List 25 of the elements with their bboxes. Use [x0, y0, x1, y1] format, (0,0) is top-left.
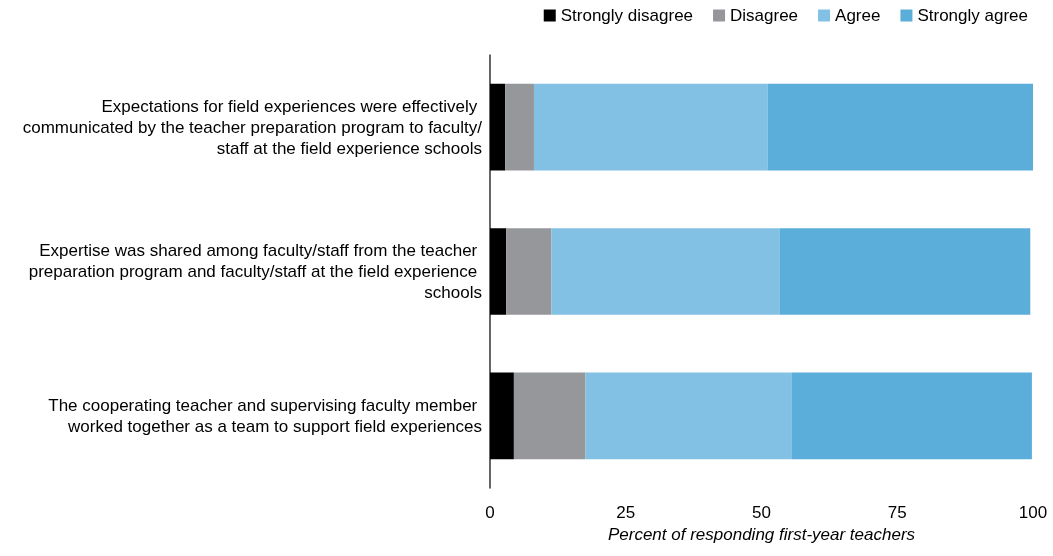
legend-label: Strongly agree: [917, 6, 1029, 25]
bar: [767, 83, 1033, 171]
x-axis-title: Percent of responding first-year teachers: [607, 524, 916, 544]
x-tick-label: 50: [752, 503, 771, 522]
bar: [490, 83, 506, 171]
y-tick-label: Expectations for field experiences were effectively communicated by the teacher preparation program to faculty/staff at the field experience schools: [22, 96, 483, 158]
bar: [791, 372, 1032, 460]
x-tick-label: 0: [485, 503, 495, 522]
x-tick-label: 100: [1018, 503, 1048, 522]
legend-label: Strongly disagree: [560, 6, 694, 25]
bar: [585, 372, 792, 460]
bar: [506, 228, 552, 315]
x-tick-label: 75: [887, 503, 907, 522]
bar: [513, 372, 586, 460]
bar: [490, 372, 514, 460]
y-tick-label: The cooperating teacher and supervising faculty member worked together as a team to support field experiences: [48, 395, 482, 436]
bar: [490, 228, 507, 315]
bar: [533, 83, 768, 171]
x-tick-label: 25: [616, 503, 636, 522]
y-tick-label: Expertise was shared among faculty/staff from the teacher preparation program and faculty/staff at the field experience schools: [28, 241, 482, 302]
bar: [551, 228, 780, 315]
bar: [779, 228, 1031, 315]
bar: [505, 83, 534, 171]
legend-label: Agree: [835, 6, 881, 25]
legend-label: Disagree: [730, 6, 799, 25]
